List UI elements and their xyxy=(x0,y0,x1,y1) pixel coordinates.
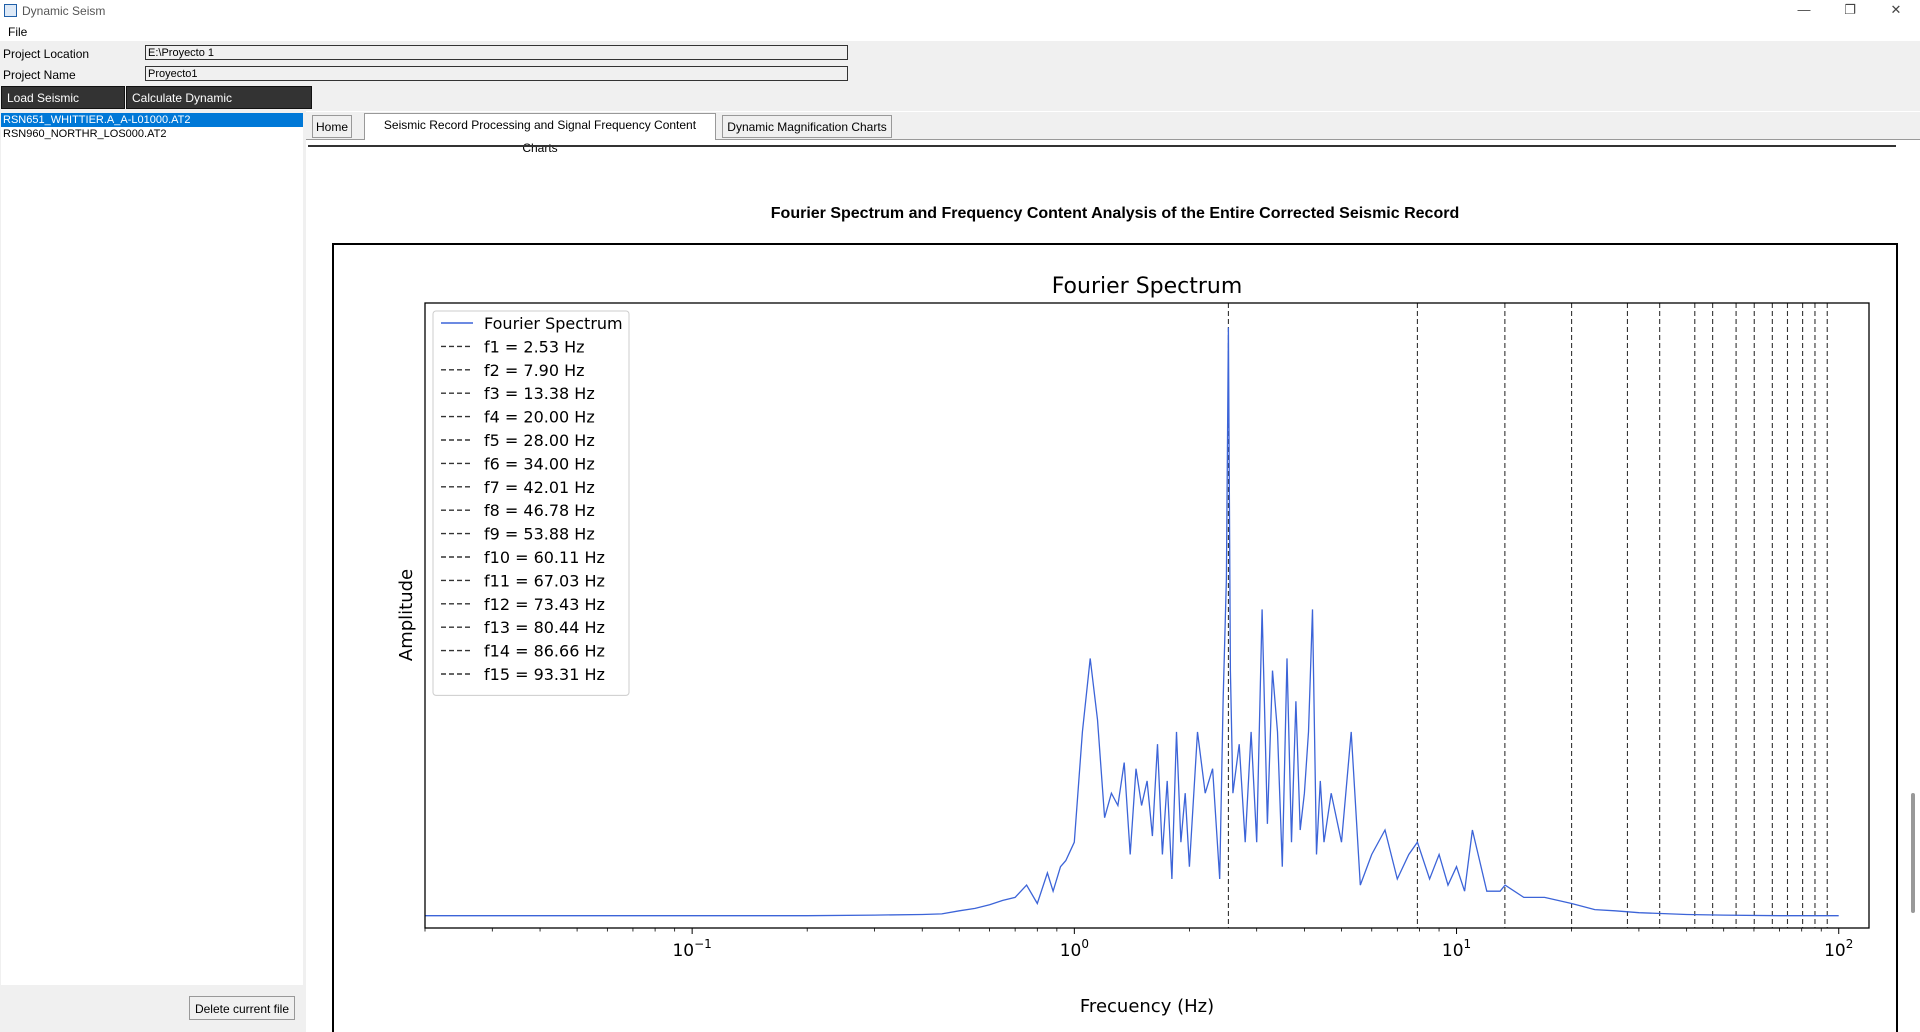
tab-home[interactable]: Home xyxy=(312,115,352,138)
project-name-field[interactable]: Proyecto1 xyxy=(145,66,848,81)
record-item-selected[interactable]: RSN651_WHITTIER.A_A-L01000.AT2 xyxy=(1,113,303,127)
legend-label-marker: f1 = 2.53 Hz xyxy=(484,337,585,356)
records-list[interactable]: RSN651_WHITTIER.A_A-L01000.AT2 RSN960_NO… xyxy=(1,113,303,985)
legend-label-marker: f3 = 13.38 Hz xyxy=(484,384,595,403)
title-bar: Dynamic Seism — ❐ ✕ xyxy=(0,0,1920,22)
legend-label-marker: f2 = 7.90 Hz xyxy=(484,361,585,380)
x-tick-label: 10−1 xyxy=(672,937,711,961)
x-tick-label: 100 xyxy=(1060,937,1089,961)
minimize-icon[interactable]: — xyxy=(1797,2,1811,17)
legend-label-spectrum: Fourier Spectrum xyxy=(484,314,623,333)
window-title: Dynamic Seism xyxy=(22,4,106,18)
app-icon xyxy=(4,4,17,17)
section-divider xyxy=(308,145,1896,147)
legend-label-marker: f5 = 28.00 Hz xyxy=(484,431,595,450)
x-axis-label: Frecuency (Hz) xyxy=(1080,996,1214,1017)
vertical-scrollbar[interactable] xyxy=(1911,793,1915,913)
project-name-label: Project Name xyxy=(3,68,76,82)
legend-label-marker: f4 = 20.00 Hz xyxy=(484,408,595,427)
legend-label-marker: f7 = 42.01 Hz xyxy=(484,478,595,497)
legend-label-marker: f15 = 93.31 Hz xyxy=(484,665,605,684)
x-tick-label: 102 xyxy=(1824,937,1853,961)
legend-label-marker: f9 = 53.88 Hz xyxy=(484,525,595,544)
menu-bar: File xyxy=(0,22,1920,41)
restore-icon[interactable]: ❐ xyxy=(1844,2,1856,17)
record-item[interactable]: RSN960_NORTHR_LOS000.AT2 xyxy=(3,128,167,140)
calculate-dynamic-magnification-button[interactable]: Calculate Dynamic Magnification xyxy=(126,86,312,128)
section-caption: Fourier Spectrum and Frequency Content A… xyxy=(770,205,1460,222)
x-tick-label: 101 xyxy=(1442,937,1471,961)
legend-label-marker: f10 = 60.11 Hz xyxy=(484,548,605,567)
legend-label-marker: f11 = 67.03 Hz xyxy=(484,571,605,590)
y-axis-label: Amplitude xyxy=(396,569,417,661)
legend-label-marker: f6 = 34.00 Hz xyxy=(484,454,595,473)
legend-label-marker: f8 = 46.78 Hz xyxy=(484,501,595,520)
legend-label-marker: f14 = 86.66 Hz xyxy=(484,642,605,661)
menu-file[interactable]: File xyxy=(8,25,28,39)
legend-label-marker: f12 = 73.43 Hz xyxy=(484,595,605,614)
tab-signal-processing[interactable]: Seismic Record Processing and Signal Fre… xyxy=(364,113,716,155)
tab-dynamic-magnification[interactable]: Dynamic Magnification Charts xyxy=(722,115,892,138)
project-location-label: Project Location xyxy=(3,47,90,61)
legend-label-marker: f13 = 80.44 Hz xyxy=(484,618,605,637)
load-seismic-records-button[interactable]: Load Seismic Records xyxy=(1,86,125,128)
plot-area xyxy=(424,302,1870,929)
fourier-spectrum-chart: Fourier Spectrum 10−1 100 101 102 Frecuency… xyxy=(396,274,1870,1017)
chart-legend: Fourier Spectrum f1 = 2.53 Hz f2 = 7.90 Hz… xyxy=(432,310,630,696)
project-location-field[interactable]: E:\Proyecto 1 xyxy=(145,45,848,60)
spectrum-series-line xyxy=(425,327,1839,917)
close-icon[interactable]: ✕ xyxy=(1890,2,1902,17)
chart-title: Fourier Spectrum xyxy=(1052,274,1243,299)
delete-current-file-button[interactable]: Delete current file xyxy=(189,996,295,1020)
